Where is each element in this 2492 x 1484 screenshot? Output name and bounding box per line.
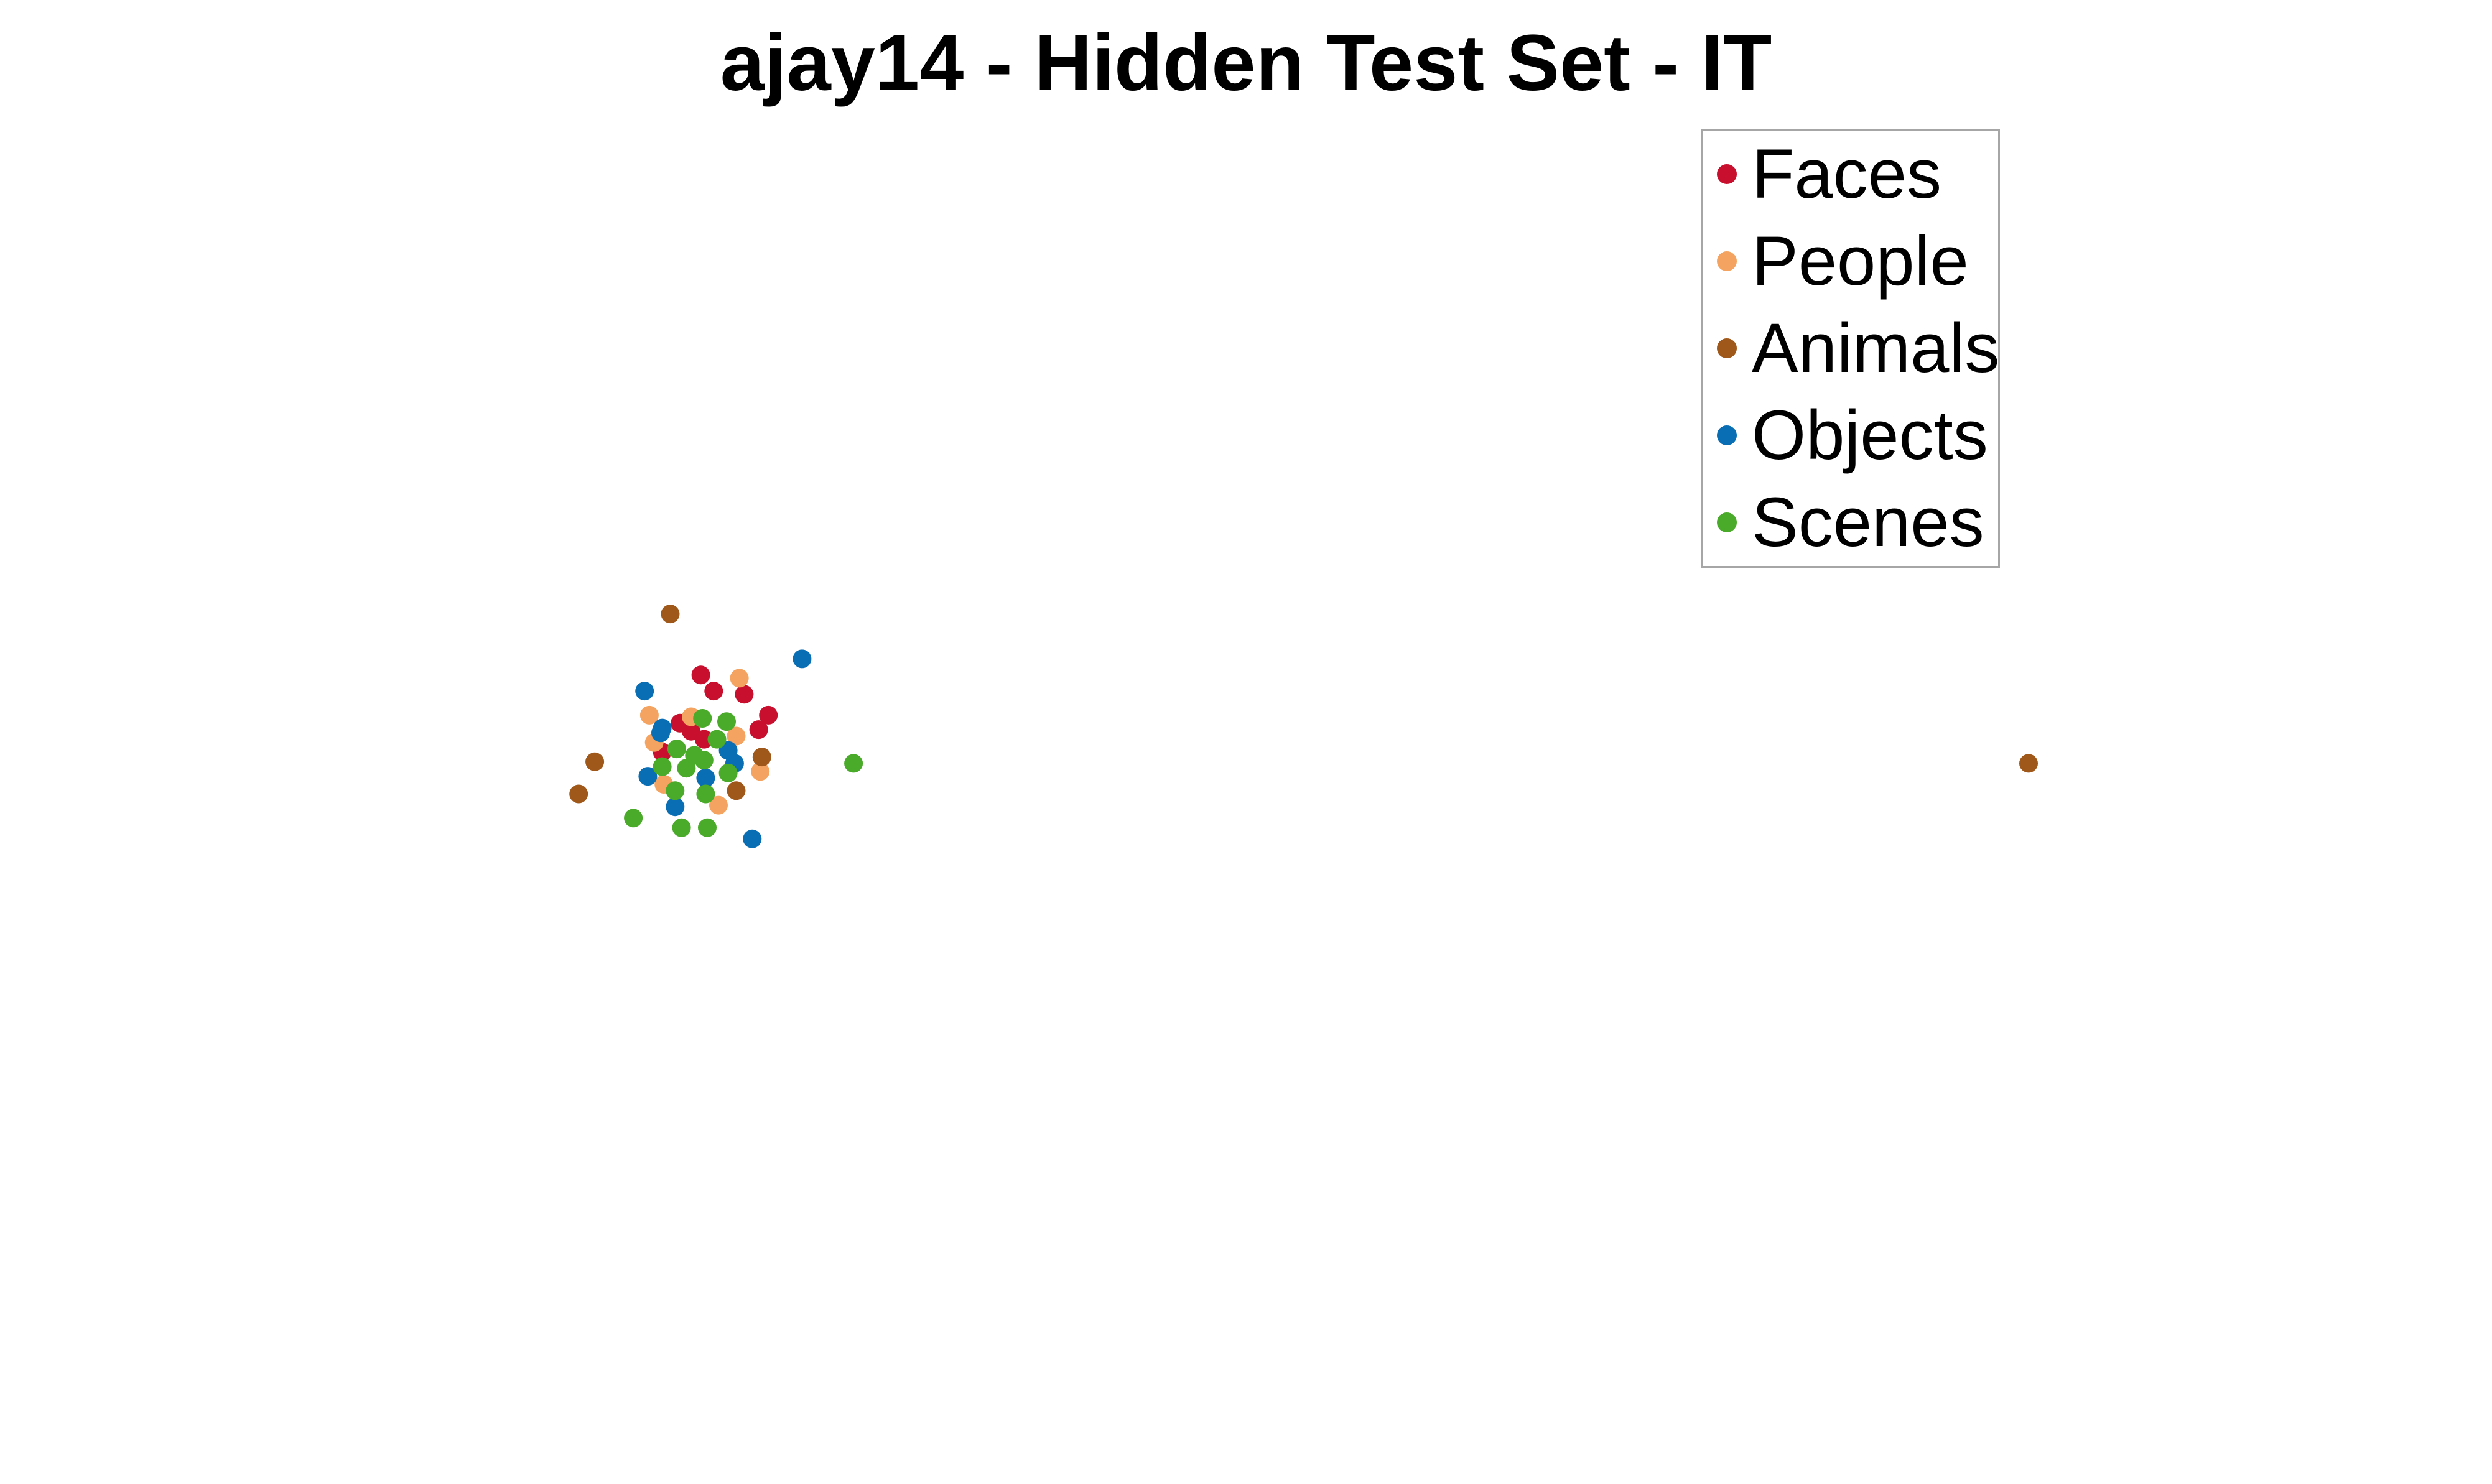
data-point-objects-1: [635, 682, 654, 701]
legend-label-faces: Faces: [1752, 135, 1941, 213]
data-point-objects-6: [638, 767, 658, 786]
data-point-people-5: [751, 762, 770, 781]
data-point-scenes-10: [696, 784, 715, 804]
legend-label-scenes: Scenes: [1752, 483, 1984, 561]
legend-item-objects: Objects: [1703, 392, 2002, 479]
data-point-scenes-5: [694, 751, 714, 770]
legend-marker-people: [1717, 251, 1737, 271]
legend-item-faces: Faces: [1703, 131, 2002, 218]
data-point-scenes-3: [667, 740, 686, 759]
data-point-animals-1: [585, 752, 605, 771]
data-point-animals-0: [661, 605, 680, 624]
data-point-faces-1: [704, 682, 723, 701]
data-point-animals-3: [752, 748, 771, 767]
data-point-faces-8: [682, 721, 701, 741]
legend-item-animals: Animals: [1703, 305, 2002, 392]
legend-marker-scenes: [1717, 512, 1737, 532]
data-point-scenes-11: [844, 754, 863, 773]
data-point-objects-9: [743, 829, 762, 848]
data-point-faces-3: [759, 705, 778, 725]
data-point-people-6: [709, 795, 728, 815]
data-point-scenes-1: [717, 712, 736, 731]
legend-label-people: People: [1752, 222, 1969, 300]
data-point-objects-3: [653, 718, 672, 738]
data-point-faces-0: [691, 665, 710, 685]
data-point-people-1: [639, 705, 659, 725]
legend: Faces People Animals Objects Scenes: [1701, 129, 2000, 568]
data-point-animals-5: [2019, 754, 2038, 773]
chart-title: ajay14 - Hidden Test Set - IT: [720, 19, 1772, 108]
legend-item-people: People: [1703, 218, 2002, 305]
data-point-scenes-9: [666, 781, 685, 800]
legend-marker-animals: [1717, 338, 1737, 358]
legend-marker-faces: [1717, 164, 1737, 184]
data-point-animals-2: [569, 784, 588, 804]
data-point-people-0: [730, 669, 749, 688]
legend-item-scenes: Scenes: [1703, 479, 2002, 566]
data-point-scenes-0: [693, 709, 712, 728]
data-point-faces-4: [749, 720, 768, 740]
data-point-objects-0: [793, 649, 812, 669]
data-point-faces-2: [735, 685, 754, 704]
data-point-scenes-14: [698, 818, 717, 837]
data-point-animals-4: [727, 781, 746, 800]
data-point-objects-7: [696, 768, 715, 787]
data-point-scenes-7: [677, 759, 696, 778]
data-point-scenes-8: [718, 763, 738, 782]
legend-label-animals: Animals: [1752, 309, 2000, 387]
data-point-scenes-13: [672, 818, 691, 837]
legend-label-objects: Objects: [1752, 396, 1988, 474]
data-point-scenes-6: [653, 757, 672, 776]
legend-marker-objects: [1717, 425, 1737, 445]
data-point-scenes-12: [624, 809, 643, 828]
data-point-objects-8: [666, 797, 685, 817]
data-point-people-3: [727, 726, 746, 746]
data-point-scenes-2: [707, 730, 727, 749]
